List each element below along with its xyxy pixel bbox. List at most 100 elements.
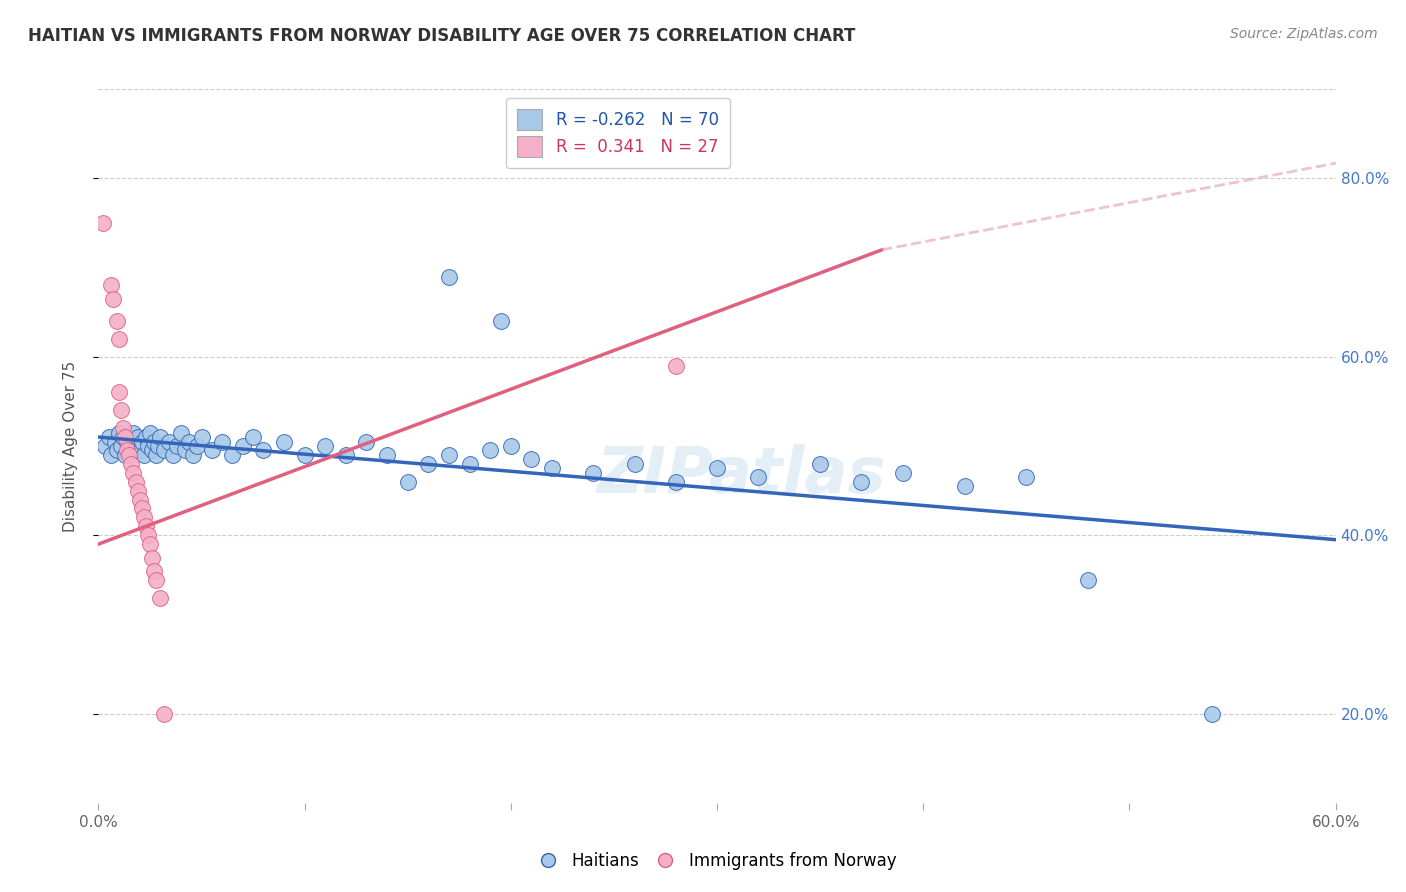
Point xyxy=(128,443,150,458)
Point xyxy=(145,573,167,587)
Point xyxy=(118,448,141,462)
Text: Source: ZipAtlas.com: Source: ZipAtlas.com xyxy=(1230,27,1378,41)
Point xyxy=(124,439,146,453)
Point xyxy=(479,443,502,458)
Point xyxy=(170,425,193,440)
Point xyxy=(100,278,122,293)
Point xyxy=(122,425,145,440)
Point xyxy=(181,448,204,462)
Point xyxy=(114,430,136,444)
Point xyxy=(356,434,378,449)
Point xyxy=(93,439,115,453)
Point xyxy=(143,564,166,578)
Point xyxy=(145,448,167,462)
Point xyxy=(665,359,688,373)
Point xyxy=(437,269,460,284)
Point xyxy=(294,448,316,462)
Point xyxy=(582,466,605,480)
Point xyxy=(252,443,274,458)
Point xyxy=(148,439,170,453)
Point xyxy=(135,519,157,533)
Point xyxy=(127,483,149,498)
Point xyxy=(489,314,512,328)
Point xyxy=(105,314,128,328)
Point xyxy=(136,528,159,542)
Point xyxy=(221,448,243,462)
Point xyxy=(132,510,155,524)
Point xyxy=(104,434,127,449)
Point xyxy=(110,403,132,417)
Point xyxy=(118,439,141,453)
Point xyxy=(141,443,163,458)
Point xyxy=(418,457,440,471)
Point xyxy=(174,443,197,458)
Point xyxy=(153,706,176,721)
Point xyxy=(162,448,184,462)
Point xyxy=(141,550,163,565)
Point xyxy=(190,430,212,444)
Point xyxy=(131,434,153,449)
Point xyxy=(108,385,131,400)
Point xyxy=(375,448,398,462)
Point xyxy=(127,430,149,444)
Point xyxy=(91,216,114,230)
Point xyxy=(114,448,136,462)
Point xyxy=(143,434,166,449)
Point xyxy=(135,430,157,444)
Point xyxy=(851,475,873,489)
Point xyxy=(166,439,188,453)
Point xyxy=(273,434,295,449)
Text: HAITIAN VS IMMIGRANTS FROM NORWAY DISABILITY AGE OVER 75 CORRELATION CHART: HAITIAN VS IMMIGRANTS FROM NORWAY DISABI… xyxy=(28,27,855,45)
Point xyxy=(117,434,139,449)
Point xyxy=(108,425,131,440)
Point xyxy=(112,430,135,444)
Point xyxy=(314,439,336,453)
Point xyxy=(149,430,172,444)
Point xyxy=(112,421,135,435)
Point xyxy=(110,439,132,453)
Point xyxy=(122,466,145,480)
Point xyxy=(211,434,233,449)
Point xyxy=(396,475,419,489)
Point xyxy=(100,448,122,462)
Point xyxy=(808,457,831,471)
Point xyxy=(97,430,120,444)
Point xyxy=(117,443,139,458)
Point xyxy=(1077,573,1099,587)
Point xyxy=(120,457,142,471)
Point xyxy=(747,470,769,484)
Point xyxy=(124,475,146,489)
Point xyxy=(1015,470,1038,484)
Point xyxy=(105,443,128,458)
Point xyxy=(153,443,176,458)
Point xyxy=(139,537,162,551)
Point xyxy=(437,448,460,462)
Point xyxy=(335,448,357,462)
Point xyxy=(131,501,153,516)
Point xyxy=(458,457,481,471)
Point xyxy=(232,439,254,453)
Point xyxy=(108,332,131,346)
Point xyxy=(891,466,914,480)
Point xyxy=(132,448,155,462)
Y-axis label: Disability Age Over 75: Disability Age Over 75 xyxy=(63,360,77,532)
Text: ZIPatlas: ZIPatlas xyxy=(598,443,887,506)
Point xyxy=(706,461,728,475)
Point xyxy=(157,434,180,449)
Point xyxy=(242,430,264,444)
Point xyxy=(136,439,159,453)
Point xyxy=(499,439,522,453)
Point xyxy=(623,457,645,471)
Point xyxy=(128,492,150,507)
Point xyxy=(101,292,124,306)
Point xyxy=(179,434,201,449)
Point xyxy=(149,591,172,605)
Point xyxy=(520,452,543,467)
Point xyxy=(541,461,564,475)
Point xyxy=(665,475,688,489)
Point xyxy=(1201,706,1223,721)
Point xyxy=(186,439,208,453)
Point xyxy=(139,425,162,440)
Legend: Haitians, Immigrants from Norway: Haitians, Immigrants from Norway xyxy=(531,846,903,877)
Point xyxy=(120,443,142,458)
